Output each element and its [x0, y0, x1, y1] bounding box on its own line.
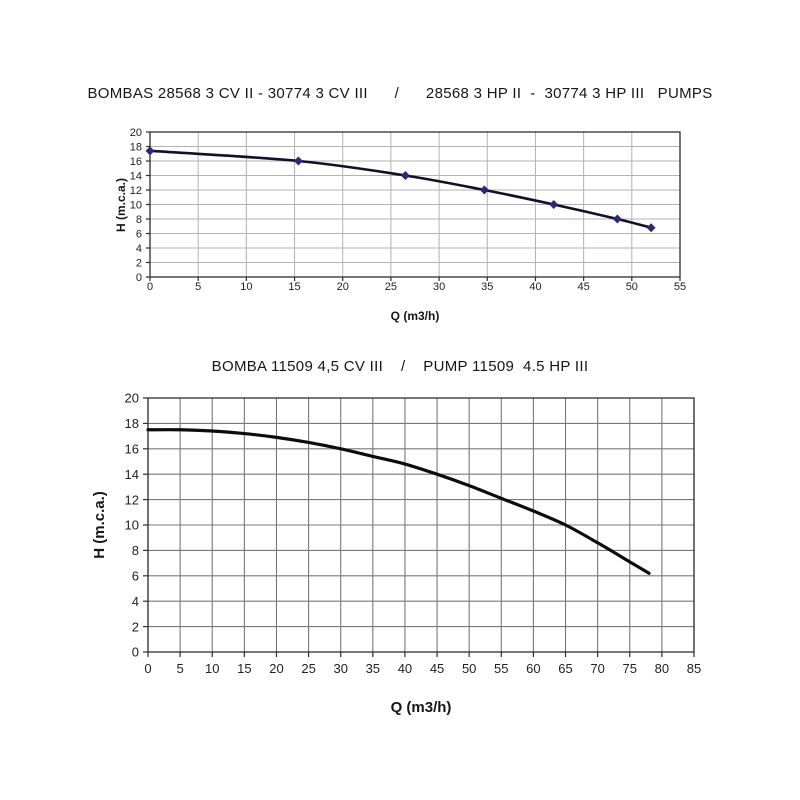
y-tick-label: 10	[125, 518, 139, 533]
y-tick-label: 2	[132, 619, 139, 634]
bottom-chart-title: BOMBA 11509 4,5 CV III / PUMP 11509 4.5 …	[211, 358, 589, 375]
top-chart-title: BOMBAS 28568 3 CV II - 30774 3 CV III / …	[87, 85, 713, 102]
x-tick-label: 20	[269, 661, 283, 676]
y-tick-label: 20	[125, 391, 139, 406]
data-point-marker	[549, 200, 559, 209]
y-tick-label: 8	[136, 214, 142, 226]
data-point-marker	[145, 146, 155, 156]
y-tick-label: 16	[130, 156, 142, 168]
x-tick-label: 70	[590, 661, 604, 676]
y-tick-label: 14	[125, 467, 139, 482]
y-tick-label: 10	[130, 199, 142, 211]
x-tick-label: 60	[526, 661, 540, 676]
y-tick-label: 6	[136, 228, 142, 240]
x-tick-label: 15	[237, 661, 251, 676]
data-point-marker	[479, 185, 489, 195]
data-point-marker	[400, 171, 410, 180]
x-tick-label: 25	[301, 661, 315, 676]
x-tick-label: 35	[366, 661, 380, 676]
x-tick-label: 45	[430, 661, 444, 676]
data-point-marker	[646, 223, 656, 233]
data-point-marker	[612, 214, 622, 224]
x-tick-label: 80	[655, 661, 669, 676]
x-tick-label: 75	[623, 661, 637, 676]
x-tick-label: 0	[144, 661, 151, 676]
x-tick-label: 40	[529, 281, 541, 293]
x-tick-label: 25	[385, 281, 397, 293]
y-tick-label: 2	[136, 257, 142, 269]
y-tick-label: 20	[130, 127, 142, 139]
x-tick-label: 30	[433, 281, 445, 293]
y-tick-label: 16	[125, 441, 139, 456]
x-tick-label: 65	[558, 661, 572, 676]
x-tick-label: 30	[333, 661, 347, 676]
y-tick-label: 18	[125, 416, 139, 431]
y-tick-label: 4	[136, 243, 142, 255]
x-tick-label: 50	[462, 661, 476, 676]
y-tick-label: 4	[132, 594, 139, 609]
x-tick-label: 50	[626, 281, 638, 293]
x-tick-label: 20	[337, 281, 349, 293]
bottom-chart-plot-area: 0 5 10 15 20 25 30 35 40 45 50 55 60 65 70 75 80 85 0 2 4 6 8 1…	[125, 391, 702, 676]
x-tick-label: 10	[240, 281, 252, 293]
x-tick-label: 55	[674, 281, 686, 293]
x-tick-label: 55	[494, 661, 508, 676]
x-tick-label: 35	[481, 281, 493, 293]
top-chart-y-axis-label: H (m.c.a.)	[114, 178, 128, 232]
x-tick-label: 85	[687, 661, 701, 676]
y-tick-label: 12	[130, 185, 142, 197]
x-tick-label: 40	[398, 661, 412, 676]
y-tick-label: 8	[132, 543, 139, 558]
y-tick-label: 14	[130, 170, 142, 182]
y-tick-label: 0	[132, 645, 139, 660]
y-tick-label: 0	[136, 272, 142, 284]
bottom-chart-y-axis-label: H (m.c.a.)	[91, 491, 108, 559]
y-tick-label: 12	[125, 492, 139, 507]
data-point-marker	[293, 156, 303, 166]
top-chart-x-axis-label: Q (m3/h)	[391, 309, 440, 323]
y-tick-label: 18	[130, 141, 142, 153]
x-tick-label: 0	[147, 281, 153, 293]
y-tick-label: 6	[132, 568, 139, 583]
pump-curve	[148, 149, 653, 229]
x-tick-label: 15	[288, 281, 300, 293]
bottom-chart-x-axis-label: Q (m3/h)	[391, 699, 452, 716]
x-tick-label: 45	[578, 281, 590, 293]
x-tick-label: 10	[205, 661, 219, 676]
pump-curve	[146, 428, 651, 575]
x-tick-label: 5	[195, 281, 201, 293]
x-tick-label: 5	[177, 661, 184, 676]
